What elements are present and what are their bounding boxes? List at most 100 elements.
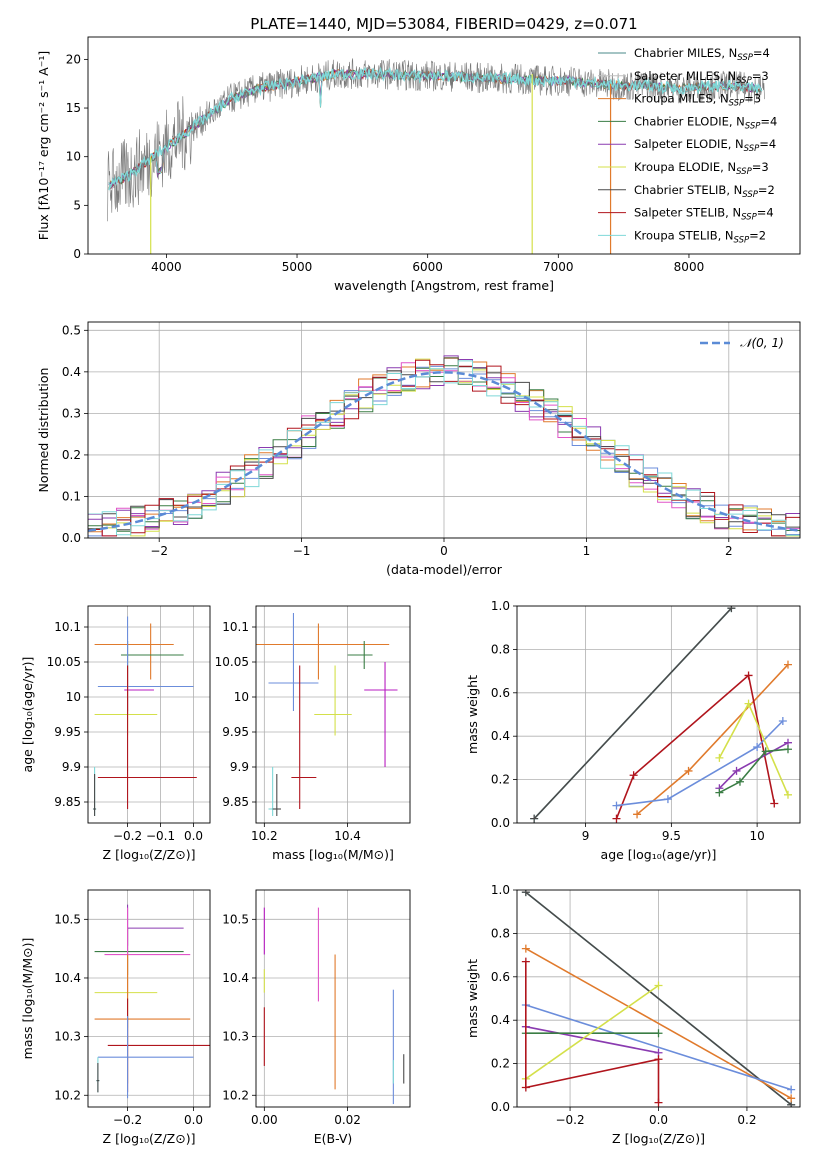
weight-point — [770, 799, 779, 808]
x-tick-label: 10 — [749, 829, 764, 843]
normal-curve — [88, 371, 800, 532]
weight-point — [629, 771, 638, 780]
x-tick-label: 9.5 — [662, 829, 681, 843]
weight-point — [761, 747, 770, 756]
weight-point — [778, 717, 787, 726]
legend-entry: Salpeter STELIB, NSSP=4 — [634, 206, 774, 223]
y-axis-label: mass weight — [465, 959, 480, 1038]
y-tick-label: 10.3 — [54, 1030, 81, 1044]
legend-entry: 𝒩(0, 1) — [740, 336, 784, 350]
y-tick-label: 5 — [73, 198, 81, 212]
weight-series — [525, 961, 660, 1103]
plot-area — [88, 890, 210, 1107]
x-axis-label: (data-model)/error — [386, 562, 503, 577]
legend-entry: Chabrier MILES, NSSP=4 — [634, 46, 770, 63]
x-tick-label: 8000 — [674, 260, 705, 274]
plot-area — [256, 890, 410, 1107]
weight-point — [727, 606, 736, 613]
weight-point — [521, 944, 530, 953]
y-axis-label: Flux [fλ10⁻¹⁷ erg cm⁻² s⁻¹ A⁻¹] — [36, 51, 51, 240]
plot-area — [517, 606, 800, 823]
weight-series — [525, 891, 792, 1106]
y-tick-label: 20 — [66, 52, 81, 66]
axes-frame — [255, 605, 411, 824]
y-tick-label: 0.2 — [491, 1057, 510, 1071]
y-tick-label: 0.5 — [62, 323, 81, 337]
y-tick-label: 9.95 — [222, 725, 249, 739]
y-tick-label: 0.0 — [491, 816, 510, 830]
plot-area — [517, 890, 800, 1107]
y-tick-label: 10.2 — [54, 1088, 81, 1102]
x-axis-label: E(B-V) — [314, 1131, 353, 1146]
legend-entry: Kroupa MILES, NSSP=3 — [634, 92, 761, 109]
plot-area — [88, 606, 210, 823]
y-tick-label: 0.3 — [62, 406, 81, 420]
x-tick-label: 9 — [582, 829, 590, 843]
plot-area — [88, 322, 800, 538]
weight-series — [615, 673, 776, 819]
y-tick-label: 0.2 — [62, 448, 81, 462]
x-tick-label: 0.2 — [737, 1113, 756, 1127]
y-tick-label: 0.0 — [62, 531, 81, 545]
weight-point — [787, 1094, 796, 1103]
y-tick-label: 0.6 — [491, 686, 510, 700]
x-axis-label: wavelength [Angstrom, rest frame] — [334, 278, 554, 293]
weight-point — [521, 957, 530, 966]
chart-spectrum: 4000 5000 6000 7000 8000 0 5 10 15 20 wavelength [… — [36, 15, 801, 293]
chart-age_vs_mass: 10.2 10.4 9.85 9.9 9.95 10 10.05 10.1 mass [log₁… — [215, 605, 411, 862]
x-tick-label: 0.0 — [184, 1113, 203, 1127]
y-axis-label: mass [log₁₀(M/M⊙)] — [20, 938, 35, 1060]
weight-point — [783, 745, 792, 754]
data-spectrum — [107, 58, 765, 222]
y-tick-label: 0.2 — [491, 773, 510, 787]
weight-point — [654, 1029, 663, 1038]
y-tick-label: 0.4 — [491, 729, 510, 743]
x-axis-label: mass [log₁₀(M/M⊙)] — [272, 847, 394, 862]
y-tick-label: 1.0 — [491, 599, 510, 613]
x-axis-label: Z [log₁₀(Z/Z⊙)] — [103, 847, 196, 862]
x-tick-label: 7000 — [543, 260, 574, 274]
x-tick-label: 6000 — [412, 260, 443, 274]
y-tick-label: 0.1 — [62, 489, 81, 503]
axes-frame — [87, 321, 801, 539]
legend-entry: Kroupa ELODIE, NSSP=3 — [634, 160, 769, 177]
y-tick-label: 15 — [66, 101, 81, 115]
x-tick-label: 10.4 — [334, 829, 361, 843]
weight-point — [633, 810, 642, 819]
x-tick-label: −0.2 — [555, 1113, 584, 1127]
chart-weight_vs_age: 9 9.5 10 0.0 0.2 0.4 0.6 0.8 1.0 age [log₁₀(age/y… — [465, 599, 801, 862]
x-tick-label: −0.1 — [146, 829, 175, 843]
histogram-series — [88, 360, 800, 536]
x-tick-label: −1 — [293, 544, 311, 558]
weight-point — [715, 753, 724, 762]
y-axis-label: mass weight — [465, 675, 480, 754]
weight-point — [715, 788, 724, 797]
weight-series — [525, 1004, 792, 1091]
x-tick-label: 0 — [440, 544, 448, 558]
weight-series — [616, 720, 784, 807]
y-tick-label: 9.85 — [222, 795, 249, 809]
weight-point — [684, 766, 693, 775]
x-axis-label: Z [log₁₀(Z/Z⊙)] — [103, 1131, 196, 1146]
plot-area — [107, 58, 765, 254]
weight-point — [530, 814, 539, 823]
weight-point — [744, 671, 753, 680]
x-tick-label: −0.2 — [113, 829, 142, 843]
weight-series — [533, 607, 732, 820]
legend-entry: Chabrier ELODIE, NSSP=4 — [634, 114, 777, 131]
x-axis-label: Z [log₁₀(Z/Z⊙)] — [612, 1131, 705, 1146]
y-tick-label: 10.5 — [54, 912, 81, 926]
legend-entry: Kroupa STELIB, NSSP=2 — [634, 228, 766, 245]
weight-point — [663, 795, 672, 804]
axes-frame — [87, 36, 801, 255]
x-tick-label: 0.0 — [184, 829, 203, 843]
y-tick-label: 0.8 — [491, 926, 510, 940]
chart-mass_vs_Z: −0.2 0.0 10.2 10.3 10.4 10.5 Z [log₁₀(Z/Z⊙)] ma… — [20, 889, 211, 1146]
y-tick-label: 9.95 — [54, 725, 81, 739]
weight-point — [787, 1085, 796, 1094]
y-tick-label: 10.05 — [215, 655, 249, 669]
y-tick-label: 1.0 — [491, 883, 510, 897]
y-tick-label: 10 — [66, 690, 81, 704]
y-tick-label: 9.9 — [230, 760, 249, 774]
y-tick-label: 10.4 — [54, 971, 81, 985]
